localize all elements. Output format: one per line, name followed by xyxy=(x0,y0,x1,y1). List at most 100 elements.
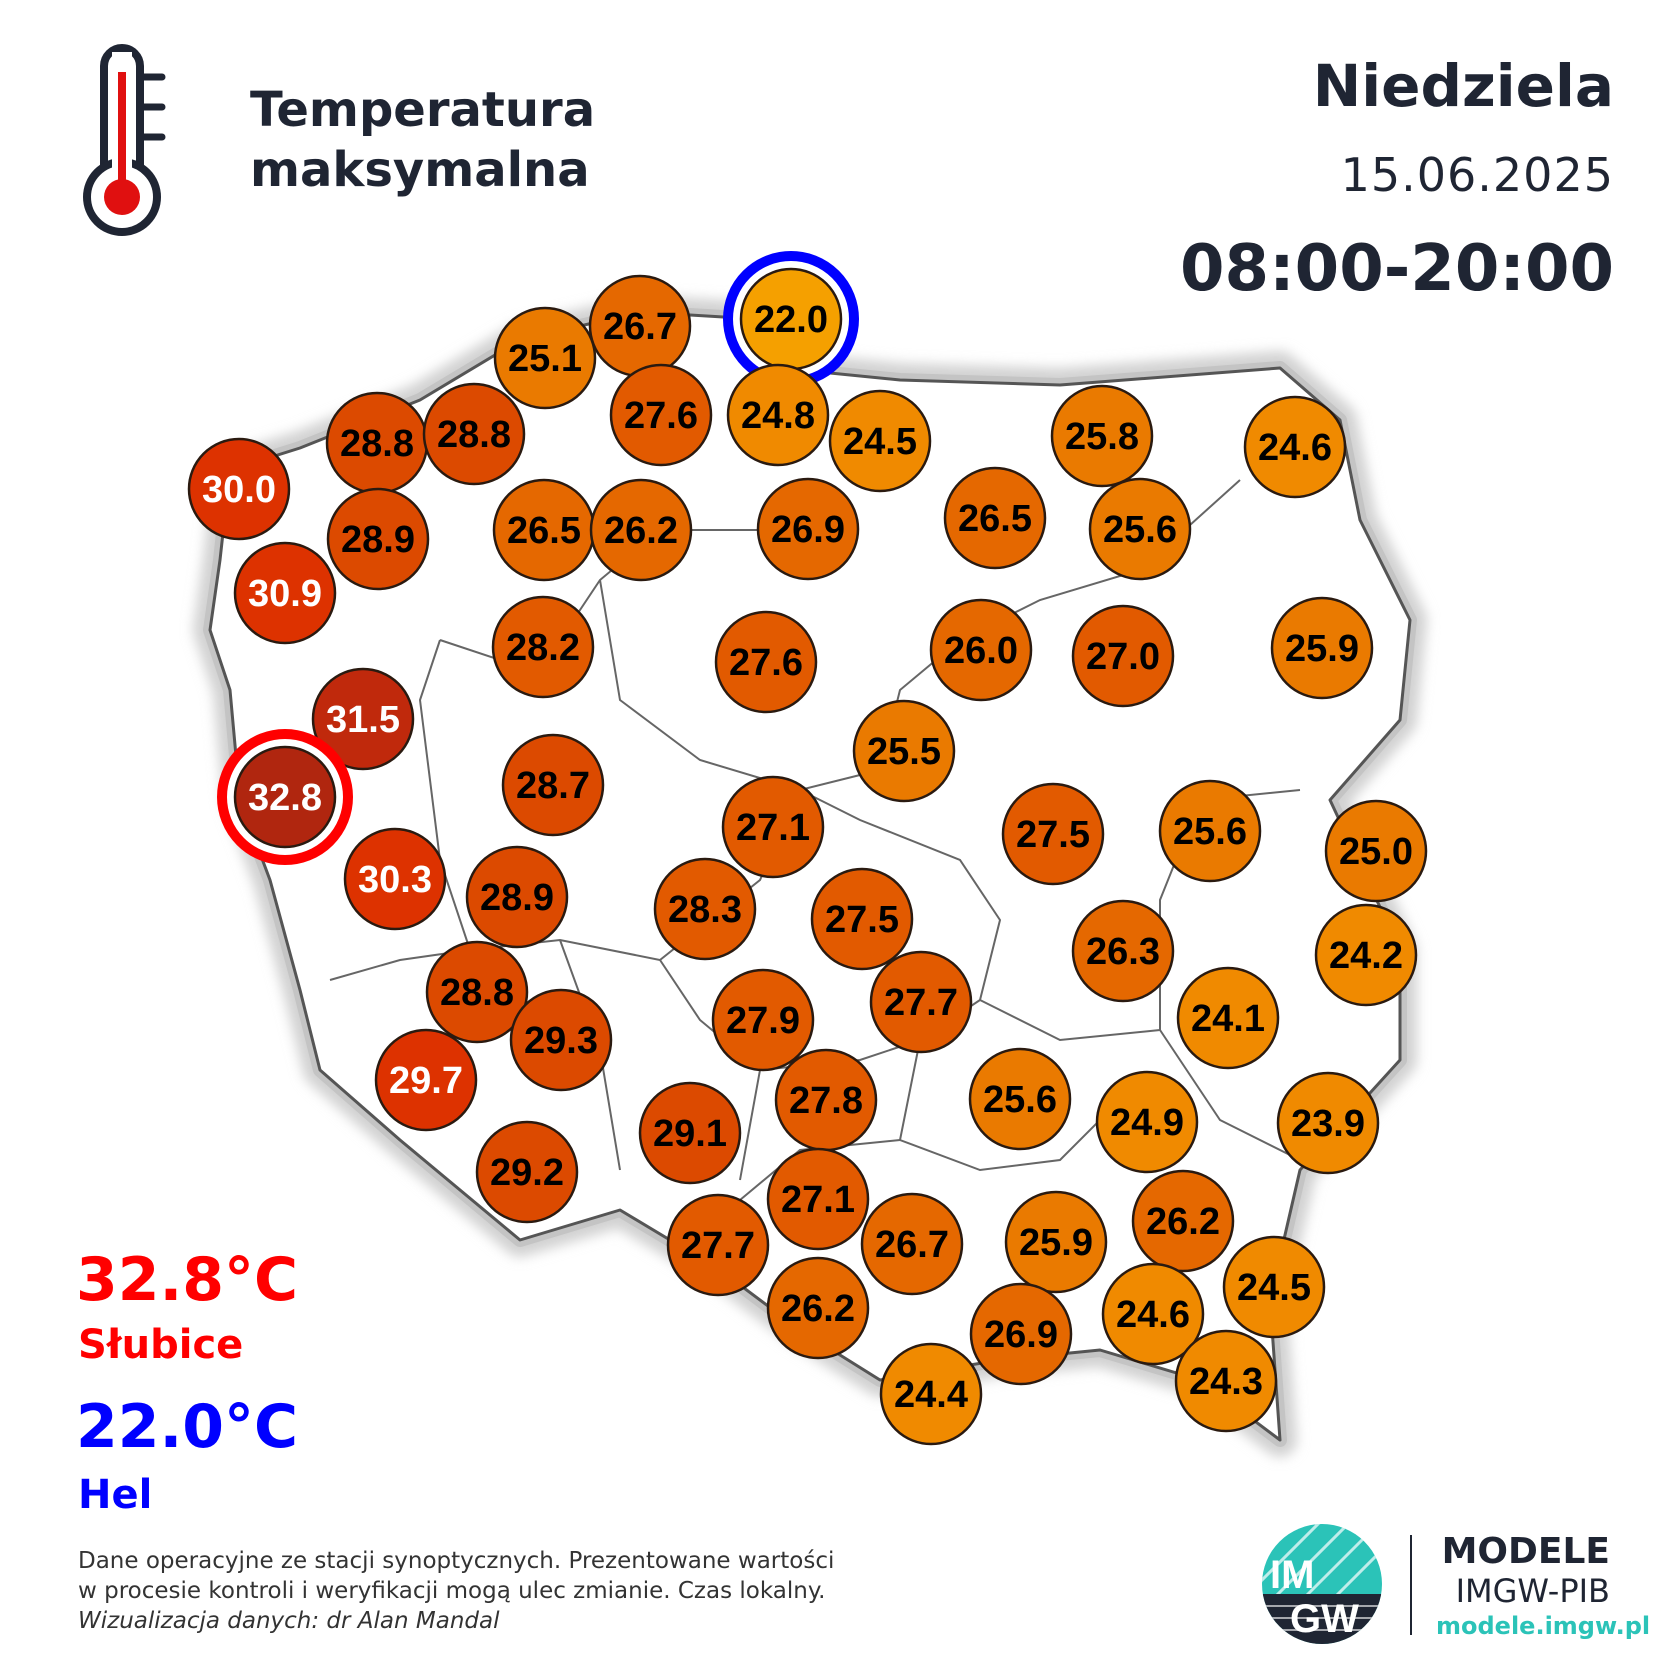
visualization-credit: Wizualizacja danych: dr Alan Mandal xyxy=(78,1608,500,1634)
title-line-1: Temperatura xyxy=(250,82,596,138)
station-circle xyxy=(501,733,605,837)
station-marker: 26.7 xyxy=(860,1192,964,1296)
station-circle xyxy=(343,827,447,931)
station-temperature-label: 28.8 xyxy=(437,414,511,456)
station-circle xyxy=(1088,477,1192,581)
station-marker: 29.3 xyxy=(509,988,613,1092)
station-temperature-label: 23.9 xyxy=(1291,1103,1365,1145)
max-temperature-value: 32.8°C xyxy=(76,1245,299,1315)
station-temperature-label: 25.8 xyxy=(1065,416,1139,458)
station-temperature-label: 27.6 xyxy=(624,395,698,437)
logo-text-bottom: GW xyxy=(1290,1597,1359,1641)
station-circle xyxy=(311,667,415,771)
title-line-2: maksymalna xyxy=(250,142,590,198)
station-temperature-label: 27.5 xyxy=(825,899,899,941)
station-temperature-label: 32.8 xyxy=(248,777,322,819)
station-marker: 27.9 xyxy=(711,968,815,1072)
station-temperature-label: 27.1 xyxy=(781,1179,855,1221)
station-marker: 26.2 xyxy=(589,478,693,582)
station-temperature-label: 27.1 xyxy=(736,807,810,849)
station-temperature-label: 27.6 xyxy=(729,642,803,684)
station-temperature-label: 25.6 xyxy=(1103,509,1177,551)
station-temperature-label: 24.9 xyxy=(1110,1102,1184,1144)
brand-block: MODELE IMGW-PIB modele.imgw.pl xyxy=(1436,1532,1651,1642)
station-circle xyxy=(1222,1235,1326,1339)
station-temperature-label: 27.7 xyxy=(884,982,958,1024)
station-circle xyxy=(766,1256,870,1360)
station-marker: 26.3 xyxy=(1071,899,1175,1003)
station-circle xyxy=(1101,1262,1205,1366)
station-circle xyxy=(1158,779,1262,883)
station-marker: 28.8 xyxy=(325,391,429,495)
station-temperature-label: 25.6 xyxy=(1173,811,1247,853)
station-marker: 28.8 xyxy=(422,382,526,486)
station-marker: 25.9 xyxy=(1270,596,1374,700)
station-marker: 25.9 xyxy=(1004,1190,1108,1294)
station-marker: 24.2 xyxy=(1314,903,1418,1007)
station-circle xyxy=(1131,1169,1235,1273)
station-temperature-label: 25.0 xyxy=(1339,831,1413,873)
station-temperature-label: 26.2 xyxy=(781,1288,855,1330)
station-circle xyxy=(1071,604,1175,708)
station-temperature-label: 24.5 xyxy=(843,421,917,463)
station-circle xyxy=(187,437,291,541)
date-label: 15.06.2025 xyxy=(1340,148,1614,202)
station-temperature-label: 28.7 xyxy=(516,765,590,807)
station-circle xyxy=(860,1192,964,1296)
brand-divider xyxy=(1410,1535,1412,1635)
station-marker: 25.5 xyxy=(852,699,956,803)
station-circle xyxy=(943,466,1047,570)
station-circle xyxy=(1004,1190,1108,1294)
station-temperature-label: 28.8 xyxy=(440,972,514,1014)
station-marker: 24.6 xyxy=(1101,1262,1205,1366)
station-temperature-label: 30.3 xyxy=(358,859,432,901)
station-circle xyxy=(711,968,815,1072)
station-circle xyxy=(666,1193,770,1297)
station-circle xyxy=(475,1120,579,1224)
station-temperature-label: 27.8 xyxy=(789,1080,863,1122)
station-temperature-label: 28.9 xyxy=(341,519,415,561)
station-markers: 22.0 26.7 25.1 27.6 24.8 24.5 25.8 24.6 28.8 28.8… xyxy=(187,251,1428,1446)
station-circle xyxy=(714,610,818,714)
station-circle xyxy=(465,845,569,949)
station-temperature-label: 25.1 xyxy=(508,338,582,380)
station-marker: 23.9 xyxy=(1276,1071,1380,1175)
station-temperature-label: 26.7 xyxy=(603,306,677,348)
station-marker: 26.0 xyxy=(929,598,1033,702)
station-circle xyxy=(726,363,830,467)
station-marker: 26.7 xyxy=(588,274,692,378)
station-temperature-label: 26.5 xyxy=(507,510,581,552)
station-circle xyxy=(609,363,713,467)
station-circle xyxy=(1050,384,1154,488)
station-circle xyxy=(1001,782,1105,886)
station-temperature-label: 30.0 xyxy=(202,469,276,511)
station-temperature-label: 29.7 xyxy=(389,1060,463,1102)
station-marker: 28.8 xyxy=(425,940,529,1044)
station-temperature-label: 28.9 xyxy=(480,877,554,919)
brand-url-link[interactable]: modele.imgw.pl xyxy=(1436,1612,1651,1640)
station-marker: 29.2 xyxy=(475,1120,579,1224)
station-marker: 28.3 xyxy=(653,857,757,961)
station-marker: 26.9 xyxy=(756,477,860,581)
station-circle xyxy=(766,1147,870,1251)
disclaimer-line-1: Dane operacyjne ze stacji synoptycznych.… xyxy=(78,1548,835,1574)
station-temperature-label: 28.2 xyxy=(506,627,580,669)
station-temperature-label: 29.2 xyxy=(490,1152,564,1194)
station-temperature-label: 26.2 xyxy=(1146,1201,1220,1243)
station-marker: 24.9 xyxy=(1095,1070,1199,1174)
station-marker: 26.5 xyxy=(492,478,596,582)
station-marker: 26.9 xyxy=(969,1282,1073,1386)
station-circle xyxy=(233,745,337,849)
station-temperature-label: 26.7 xyxy=(875,1224,949,1266)
station-marker: 25.6 xyxy=(1158,779,1262,883)
station-temperature-label: 28.8 xyxy=(340,423,414,465)
station-marker: 27.0 xyxy=(1071,604,1175,708)
imgw-logo: IM GW xyxy=(1262,1524,1382,1644)
station-temperature-label: 26.5 xyxy=(958,498,1032,540)
station-marker: 30.0 xyxy=(187,437,291,541)
station-circle xyxy=(869,950,973,1054)
station-temperature-label: 28.3 xyxy=(668,889,742,931)
station-circle xyxy=(493,306,597,410)
station-marker: 27.7 xyxy=(666,1193,770,1297)
